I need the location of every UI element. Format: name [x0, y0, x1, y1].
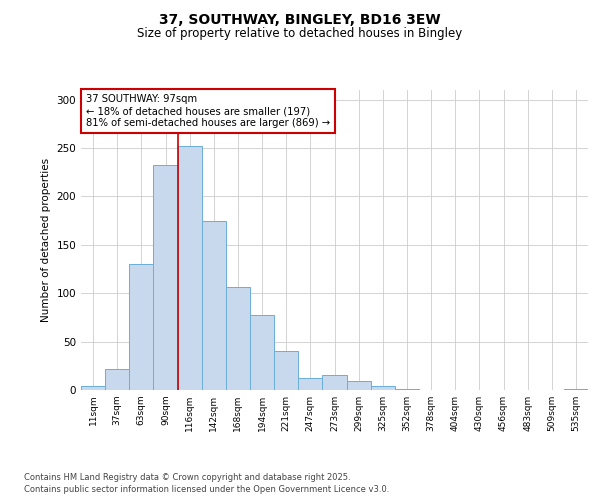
- Bar: [202, 220, 226, 390]
- Text: Contains HM Land Registry data © Crown copyright and database right 2025.: Contains HM Land Registry data © Crown c…: [24, 472, 350, 482]
- Bar: [178, 146, 202, 390]
- Text: Contains public sector information licensed under the Open Government Licence v3: Contains public sector information licen…: [24, 485, 389, 494]
- Text: 37, SOUTHWAY, BINGLEY, BD16 3EW: 37, SOUTHWAY, BINGLEY, BD16 3EW: [159, 12, 441, 26]
- Bar: [371, 386, 395, 390]
- Bar: [298, 378, 322, 390]
- Bar: [250, 316, 274, 390]
- Bar: [105, 368, 129, 390]
- Bar: [129, 264, 154, 390]
- Bar: [322, 374, 347, 390]
- Y-axis label: Number of detached properties: Number of detached properties: [41, 158, 51, 322]
- Bar: [81, 386, 105, 390]
- Bar: [274, 352, 298, 390]
- Text: 37 SOUTHWAY: 97sqm
← 18% of detached houses are smaller (197)
81% of semi-detach: 37 SOUTHWAY: 97sqm ← 18% of detached hou…: [86, 94, 330, 128]
- Bar: [226, 288, 250, 390]
- Text: Size of property relative to detached houses in Bingley: Size of property relative to detached ho…: [137, 28, 463, 40]
- Bar: [395, 389, 419, 390]
- Bar: [564, 389, 588, 390]
- Bar: [154, 164, 178, 390]
- Bar: [347, 382, 371, 390]
